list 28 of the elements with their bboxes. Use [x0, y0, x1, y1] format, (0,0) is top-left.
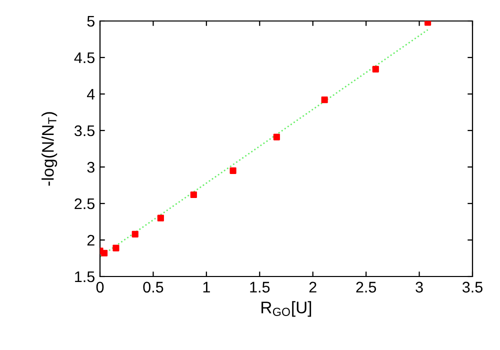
- y-axis-title: -log(N/N$_{T}$): [42, 112, 58, 186]
- point: [372, 66, 379, 72]
- point: [230, 167, 236, 174]
- point: [321, 96, 328, 104]
- x-tick-label: 3: [416, 282, 423, 293]
- y-tick-label: 3.5: [74, 125, 94, 136]
- point: [157, 214, 164, 222]
- x-tick-label: 2: [309, 282, 316, 292]
- y-tick-label: 4: [86, 89, 95, 100]
- x-tick-label: 1.5: [250, 282, 270, 293]
- x-tick-label: 1: [203, 282, 210, 292]
- point: [100, 250, 108, 256]
- y-tick-label: 5: [87, 16, 94, 27]
- y-tick-label: 3: [87, 162, 94, 173]
- x-tick-label: 0: [96, 282, 104, 293]
- point: [424, 21, 432, 26]
- y-tick-label: 2.5: [74, 198, 94, 210]
- x-tick-label: 3.5: [462, 282, 482, 293]
- x-tick-label: 0.5: [143, 282, 164, 293]
- y-tick-label: 1.5: [75, 272, 94, 282]
- point: [132, 230, 138, 238]
- point: [273, 134, 280, 140]
- x-tick-label: 2.5: [356, 282, 376, 293]
- point: [112, 244, 120, 252]
- y-tick-label: 4.5: [74, 52, 94, 64]
- y-tick-label: 2: [87, 234, 94, 246]
- x-axis-title: R$_{GO}$[U]: [262, 301, 312, 317]
- point: [190, 191, 197, 198]
